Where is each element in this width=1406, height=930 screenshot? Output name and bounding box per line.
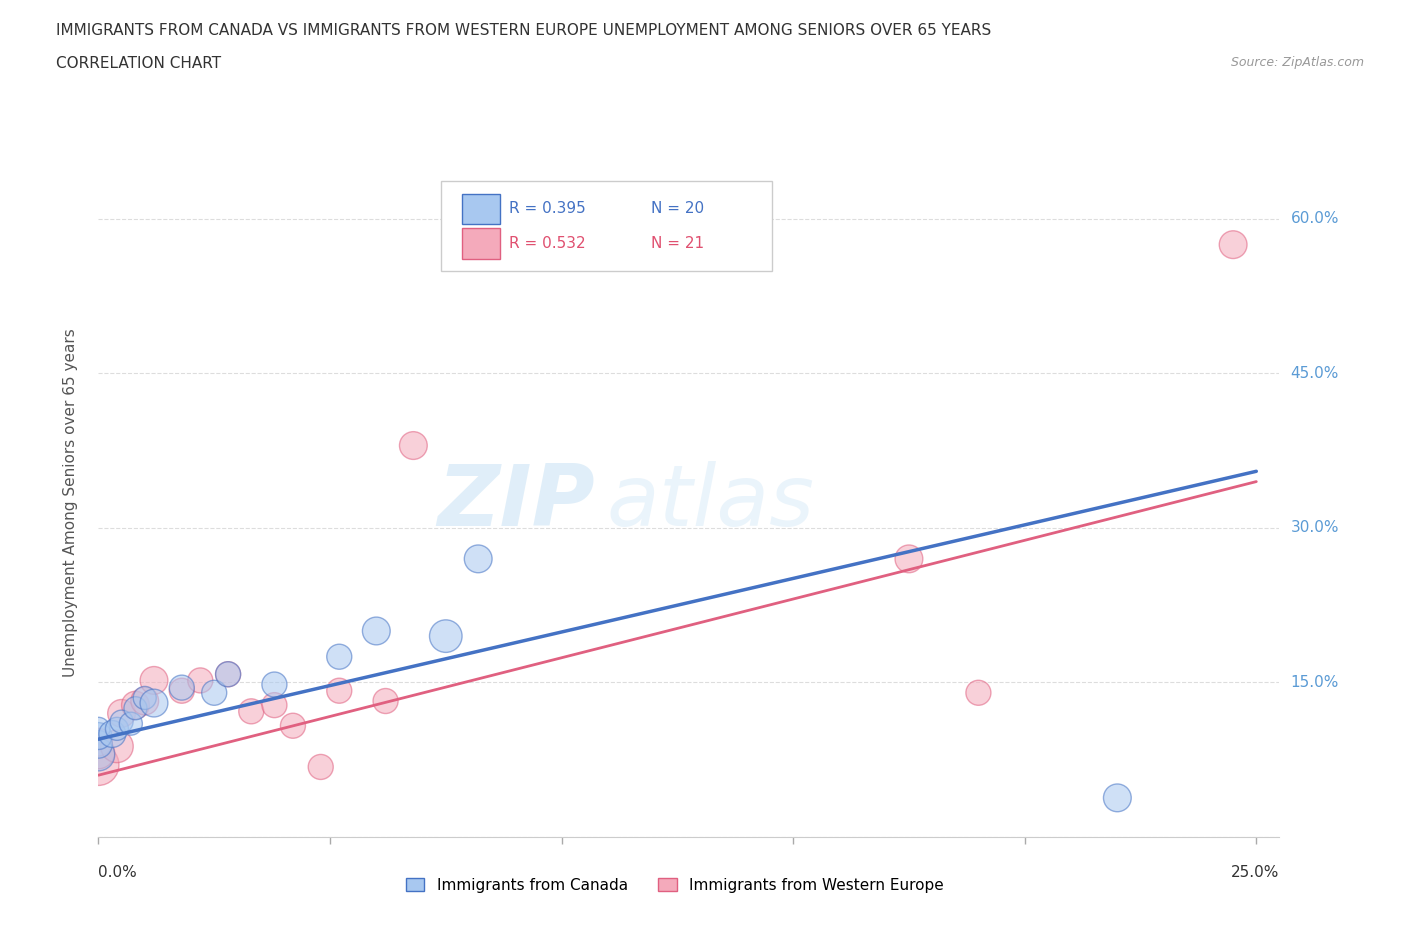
Point xyxy=(217,667,239,682)
Text: 30.0%: 30.0% xyxy=(1291,521,1339,536)
FancyBboxPatch shape xyxy=(463,229,501,259)
Point xyxy=(105,739,128,754)
Point xyxy=(87,735,110,750)
Point xyxy=(110,706,132,721)
Text: ZIP: ZIP xyxy=(437,460,595,544)
Point xyxy=(263,698,285,712)
Text: N = 21: N = 21 xyxy=(651,236,704,251)
Text: IMMIGRANTS FROM CANADA VS IMMIGRANTS FROM WESTERN EUROPE UNEMPLOYMENT AMONG SENI: IMMIGRANTS FROM CANADA VS IMMIGRANTS FRO… xyxy=(56,23,991,38)
Point xyxy=(374,694,396,709)
Point xyxy=(328,684,350,698)
Point xyxy=(124,701,146,716)
Text: R = 0.532: R = 0.532 xyxy=(509,236,586,251)
Text: R = 0.395: R = 0.395 xyxy=(509,202,586,217)
Point xyxy=(1222,237,1244,252)
Text: 45.0%: 45.0% xyxy=(1291,365,1339,381)
Point xyxy=(143,673,166,688)
Point xyxy=(217,667,239,682)
Point xyxy=(87,737,110,751)
Point xyxy=(124,698,146,712)
Point xyxy=(87,747,110,762)
Point xyxy=(105,722,128,737)
Point xyxy=(134,690,156,705)
Point xyxy=(240,704,263,719)
Text: atlas: atlas xyxy=(606,460,814,544)
Point xyxy=(434,629,457,644)
Point xyxy=(170,680,193,695)
Point xyxy=(897,551,920,566)
Y-axis label: Unemployment Among Seniors over 65 years: Unemployment Among Seniors over 65 years xyxy=(63,328,77,677)
Point xyxy=(143,696,166,711)
FancyBboxPatch shape xyxy=(441,180,772,272)
Point xyxy=(402,438,425,453)
Text: N = 20: N = 20 xyxy=(651,202,704,217)
Point xyxy=(281,718,304,733)
Legend: Immigrants from Canada, Immigrants from Western Europe: Immigrants from Canada, Immigrants from … xyxy=(399,872,950,899)
Text: 60.0%: 60.0% xyxy=(1291,211,1339,226)
Point xyxy=(467,551,489,566)
Point xyxy=(87,722,110,737)
Point xyxy=(366,623,388,638)
Point xyxy=(170,684,193,698)
Text: 25.0%: 25.0% xyxy=(1232,865,1279,880)
Point xyxy=(101,726,124,741)
Point xyxy=(328,649,350,664)
Point xyxy=(134,694,156,709)
Point xyxy=(87,728,110,743)
Point xyxy=(87,757,110,772)
Point xyxy=(263,677,285,692)
Point xyxy=(110,714,132,729)
Point xyxy=(309,760,332,775)
Point xyxy=(120,716,142,731)
Point xyxy=(967,685,990,700)
Text: 15.0%: 15.0% xyxy=(1291,675,1339,690)
Point xyxy=(87,745,110,760)
Text: 0.0%: 0.0% xyxy=(98,865,138,880)
Point xyxy=(1107,790,1129,805)
FancyBboxPatch shape xyxy=(463,193,501,224)
Text: Source: ZipAtlas.com: Source: ZipAtlas.com xyxy=(1230,56,1364,69)
Point xyxy=(202,685,225,700)
Text: CORRELATION CHART: CORRELATION CHART xyxy=(56,56,221,71)
Point xyxy=(188,673,211,688)
